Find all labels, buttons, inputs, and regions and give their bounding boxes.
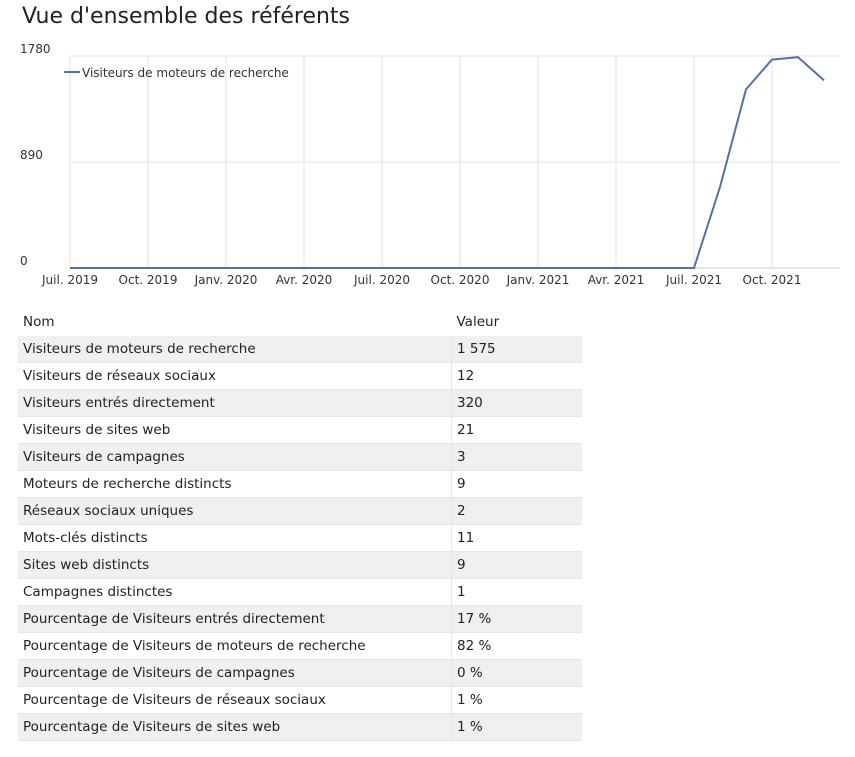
name-cell: Visiteurs entrés directement [18,389,452,417]
x-tick-label: Avr. 2021 [588,273,645,287]
name-cell: Pourcentage de Visiteurs de sites web [18,713,452,741]
y-tick-label: 890 [20,148,43,162]
table-row: Sites web distincts 9 [18,551,582,579]
value-cell: 1 % [451,713,582,741]
name-cell: Visiteurs de campagnes [18,443,452,471]
referrers-table: Nom Valeur Visiteurs de moteurs de recher… [18,308,582,741]
y-tick-label: 0 [20,254,28,268]
table-row: Pourcentage de Visiteurs de moteurs de r… [18,632,582,660]
value-cell: 9 [451,470,582,498]
value-cell: 1 [451,578,582,606]
value-cell: 3 [451,443,582,471]
name-cell: Pourcentage de Visiteurs de réseaux soci… [18,686,452,714]
name-cell: Mots-clés distincts [18,524,452,552]
value-cell: 11 [451,524,582,552]
table-row: Pourcentage de Visiteurs de campagnes 0 % [18,659,582,687]
value-cell: 2 [451,497,582,525]
name-cell: Visiteurs de réseaux sociaux [18,362,452,390]
table-row: Pourcentage de Visiteurs de réseaux soci… [18,686,582,714]
table-row: Réseaux sociaux uniques 2 [18,497,582,525]
value-cell: 9 [451,551,582,579]
table-row: Campagnes distinctes 1 [18,578,582,606]
value-cell: 1 575 [451,336,582,363]
name-cell: Visiteurs de sites web [18,416,452,444]
y-tick-label: 1780 [20,42,51,56]
name-cell: Visiteurs de moteurs de recherche [18,336,452,363]
page-title: Vue d'ensemble des référents [22,4,351,29]
x-tick-label: Janv. 2020 [194,273,258,287]
name-cell: Moteurs de recherche distincts [18,470,452,498]
table-row: Visiteurs de moteurs de recherche 1 575 [18,336,582,363]
table-row: Visiteurs de sites web 21 [18,416,582,444]
x-tick-label: Janv. 2021 [506,273,570,287]
name-cell: Pourcentage de Visiteurs de moteurs de r… [18,632,452,660]
x-tick-label: Juil. 2019 [41,273,98,287]
table-row: Visiteurs de campagnes 3 [18,443,582,471]
value-cell: 12 [451,362,582,390]
x-tick-label: Juil. 2021 [665,273,722,287]
legend-label: Visiteurs de moteurs de recherche [82,66,289,80]
name-cell: Réseaux sociaux uniques [18,497,452,525]
table-row: Pourcentage de Visiteurs de sites web 1 % [18,713,582,741]
name-cell: Pourcentage de Visiteurs entrés directem… [18,605,452,633]
column-header: Nom [23,314,55,330]
table-row: Mots-clés distincts 11 [18,524,582,552]
x-tick-label: Avr. 2020 [276,273,333,287]
table-row: Pourcentage de Visiteurs entrés directem… [18,605,582,633]
x-tick-label: Juil. 2020 [353,273,410,287]
table-row: Visiteurs entrés directement 320 [18,389,582,417]
name-cell: Pourcentage de Visiteurs de campagnes [18,659,452,687]
value-cell: 17 % [451,605,582,633]
chart: 0 890 1780 Juil. 2019 Oct. 2019 Janv. 2020 Avr… [20,42,840,287]
name-cell: Campagnes distinctes [18,578,452,606]
series-line [70,56,825,269]
name-cell: Sites web distincts [18,551,452,579]
value-cell: 82 % [451,632,582,660]
x-tick-label: Oct. 2020 [431,273,490,287]
column-header: Valeur [456,314,500,330]
value-cell: 1 % [451,686,582,714]
value-cell: 21 [451,416,582,444]
x-tick-label: Oct. 2019 [119,273,178,287]
table-row: Moteurs de recherche distincts 9 [18,470,582,498]
table-row: Visiteurs de réseaux sociaux 12 [18,362,582,390]
value-cell: 320 [451,389,582,417]
table-header: Nom Valeur [18,308,582,336]
x-tick-label: Oct. 2021 [743,273,802,287]
value-cell: 0 % [451,659,582,687]
